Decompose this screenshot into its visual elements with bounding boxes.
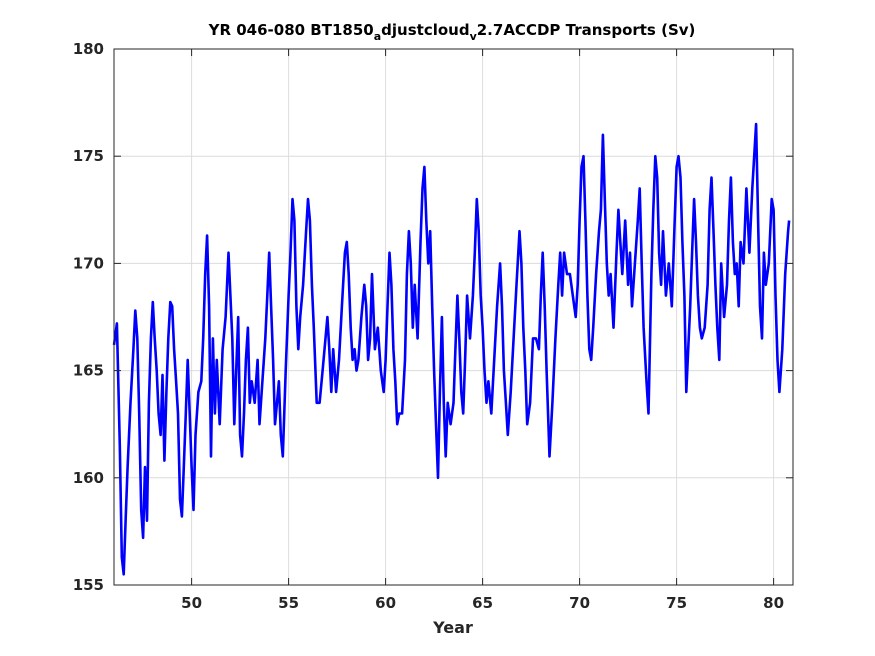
y-tick-label: 155 (73, 576, 104, 594)
tick-marks (114, 48, 793, 586)
x-tick-labels: 50 55 60 65 70 75 80 (181, 594, 784, 612)
y-tick-label: 180 (73, 40, 104, 58)
axes-box (113, 48, 794, 586)
data-series (112, 122, 791, 576)
y-tick-label: 170 (73, 254, 104, 272)
plot-area (112, 48, 794, 586)
chart-title: YR 046-080 BT1850adjustcloudv2.7ACCDP Tr… (208, 21, 696, 43)
y-tick-label: 165 (73, 362, 104, 380)
x-tick-label: 80 (763, 594, 784, 612)
x-tick-label: 60 (375, 594, 396, 612)
x-tick-label: 55 (278, 594, 299, 612)
x-axis-label: Year (432, 618, 473, 637)
x-tick-label: 65 (472, 594, 493, 612)
series-line (112, 122, 791, 576)
chart-title-sub1: a (374, 30, 381, 43)
x-tick-label: 75 (666, 594, 687, 612)
x-tick-label: 70 (569, 594, 590, 612)
chart-title-part3: 2.7ACCDP Transports (Sv) (477, 21, 696, 39)
y-tick-label: 175 (73, 147, 104, 165)
y-tick-label: 160 (73, 469, 104, 487)
chart-title-part2: djustcloud (381, 21, 469, 39)
chart-title-part1: YR 046-080 BT1850 (208, 21, 374, 39)
axes-background (114, 49, 793, 585)
x-tick-label: 50 (181, 594, 202, 612)
y-tick-labels: 155 160 165 170 175 180 (73, 40, 104, 594)
chart-title-sub2: v (470, 30, 478, 43)
